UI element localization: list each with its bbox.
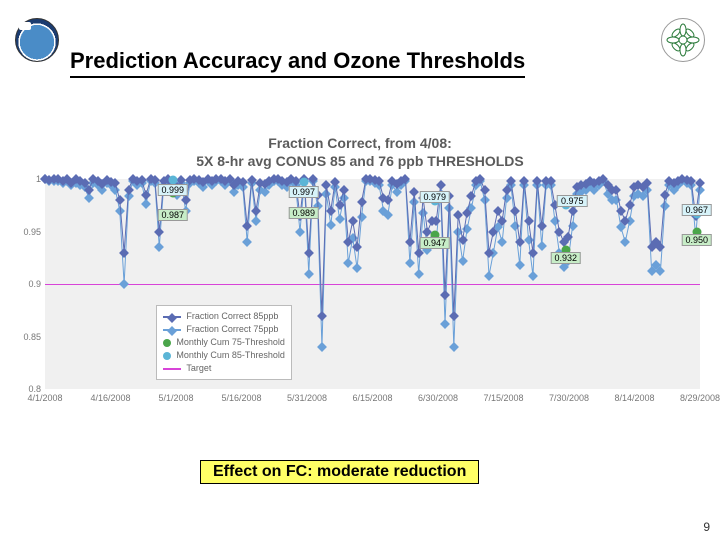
slide: Prediction Accuracy and Ozone Thresholds… (0, 0, 720, 540)
caption-text: Effect on FC: moderate reduction (213, 463, 466, 480)
legend-label: Fraction Correct 85ppb (186, 310, 278, 323)
legend-swatch (163, 352, 171, 360)
x-tick-label: 5/1/2008 (158, 389, 193, 403)
legend-label: Monthly Cum 75-Threshold (176, 336, 285, 349)
y-tick-label: 0.9 (28, 279, 45, 289)
legend-swatch (163, 368, 181, 370)
plot-region: 0.80.850.90.9514/1/20084/16/20085/1/2008… (45, 179, 700, 389)
callout-75: 0.987 (157, 209, 188, 221)
callout-85: 0.997 (288, 186, 319, 198)
x-tick-label: 5/16/2008 (221, 389, 261, 403)
legend-item: Monthly Cum 85-Threshold (163, 349, 285, 362)
legend-item: Monthly Cum 75-Threshold (163, 336, 285, 349)
callout-85: 0.975 (557, 195, 588, 207)
logo-epa (661, 18, 705, 62)
legend-label: Target (186, 362, 211, 375)
series-85ppb (45, 179, 700, 389)
legend-item: Target (163, 362, 285, 375)
x-tick-label: 7/15/2008 (483, 389, 523, 403)
chart-title-line1: Fraction Correct, from 4/08: (268, 135, 452, 151)
legend-item: Fraction Correct 75ppb (163, 323, 285, 336)
x-tick-label: 6/15/2008 (352, 389, 392, 403)
chart-title-line2: 5X 8-hr avg CONUS 85 and 76 ppb THRESHOL… (196, 153, 524, 169)
callout-85: 0.979 (419, 191, 450, 203)
x-tick-label: 7/30/2008 (549, 389, 589, 403)
x-tick-label: 4/1/2008 (27, 389, 62, 403)
callout-75: 0.947 (419, 237, 450, 249)
x-tick-label: 8/29/2008 (680, 389, 720, 403)
slide-title: Prediction Accuracy and Ozone Thresholds (70, 48, 525, 78)
chart-title: Fraction Correct, from 4/08: 5X 8-hr avg… (10, 135, 710, 170)
x-tick-label: 4/16/2008 (90, 389, 130, 403)
legend-swatch (163, 316, 181, 318)
legend-swatch (163, 339, 171, 347)
caption-box: Effect on FC: moderate reduction (200, 460, 479, 484)
x-tick-label: 8/14/2008 (614, 389, 654, 403)
x-tick-label: 6/30/2008 (418, 389, 458, 403)
page-number: 9 (703, 520, 710, 534)
callout-85: 0.967 (681, 204, 712, 216)
callout-75: 0.932 (550, 252, 581, 264)
x-tick-label: 5/31/2008 (287, 389, 327, 403)
callout-85: 0.999 (157, 184, 188, 196)
legend-swatch (163, 329, 181, 331)
legend-item: Fraction Correct 85ppb (163, 310, 285, 323)
y-tick-label: 0.85 (23, 332, 45, 342)
callout-75: 0.950 (681, 234, 712, 246)
y-tick-label: 0.95 (23, 227, 45, 237)
legend: Fraction Correct 85ppbFraction Correct 7… (156, 305, 292, 380)
legend-label: Fraction Correct 75ppb (186, 323, 278, 336)
logo-noaa (15, 18, 59, 62)
legend-label: Monthly Cum 85-Threshold (176, 349, 285, 362)
epa-flower-icon (665, 22, 701, 58)
chart-area: Fraction Correct, from 4/08: 5X 8-hr avg… (10, 135, 710, 435)
callout-75: 0.989 (288, 207, 319, 219)
